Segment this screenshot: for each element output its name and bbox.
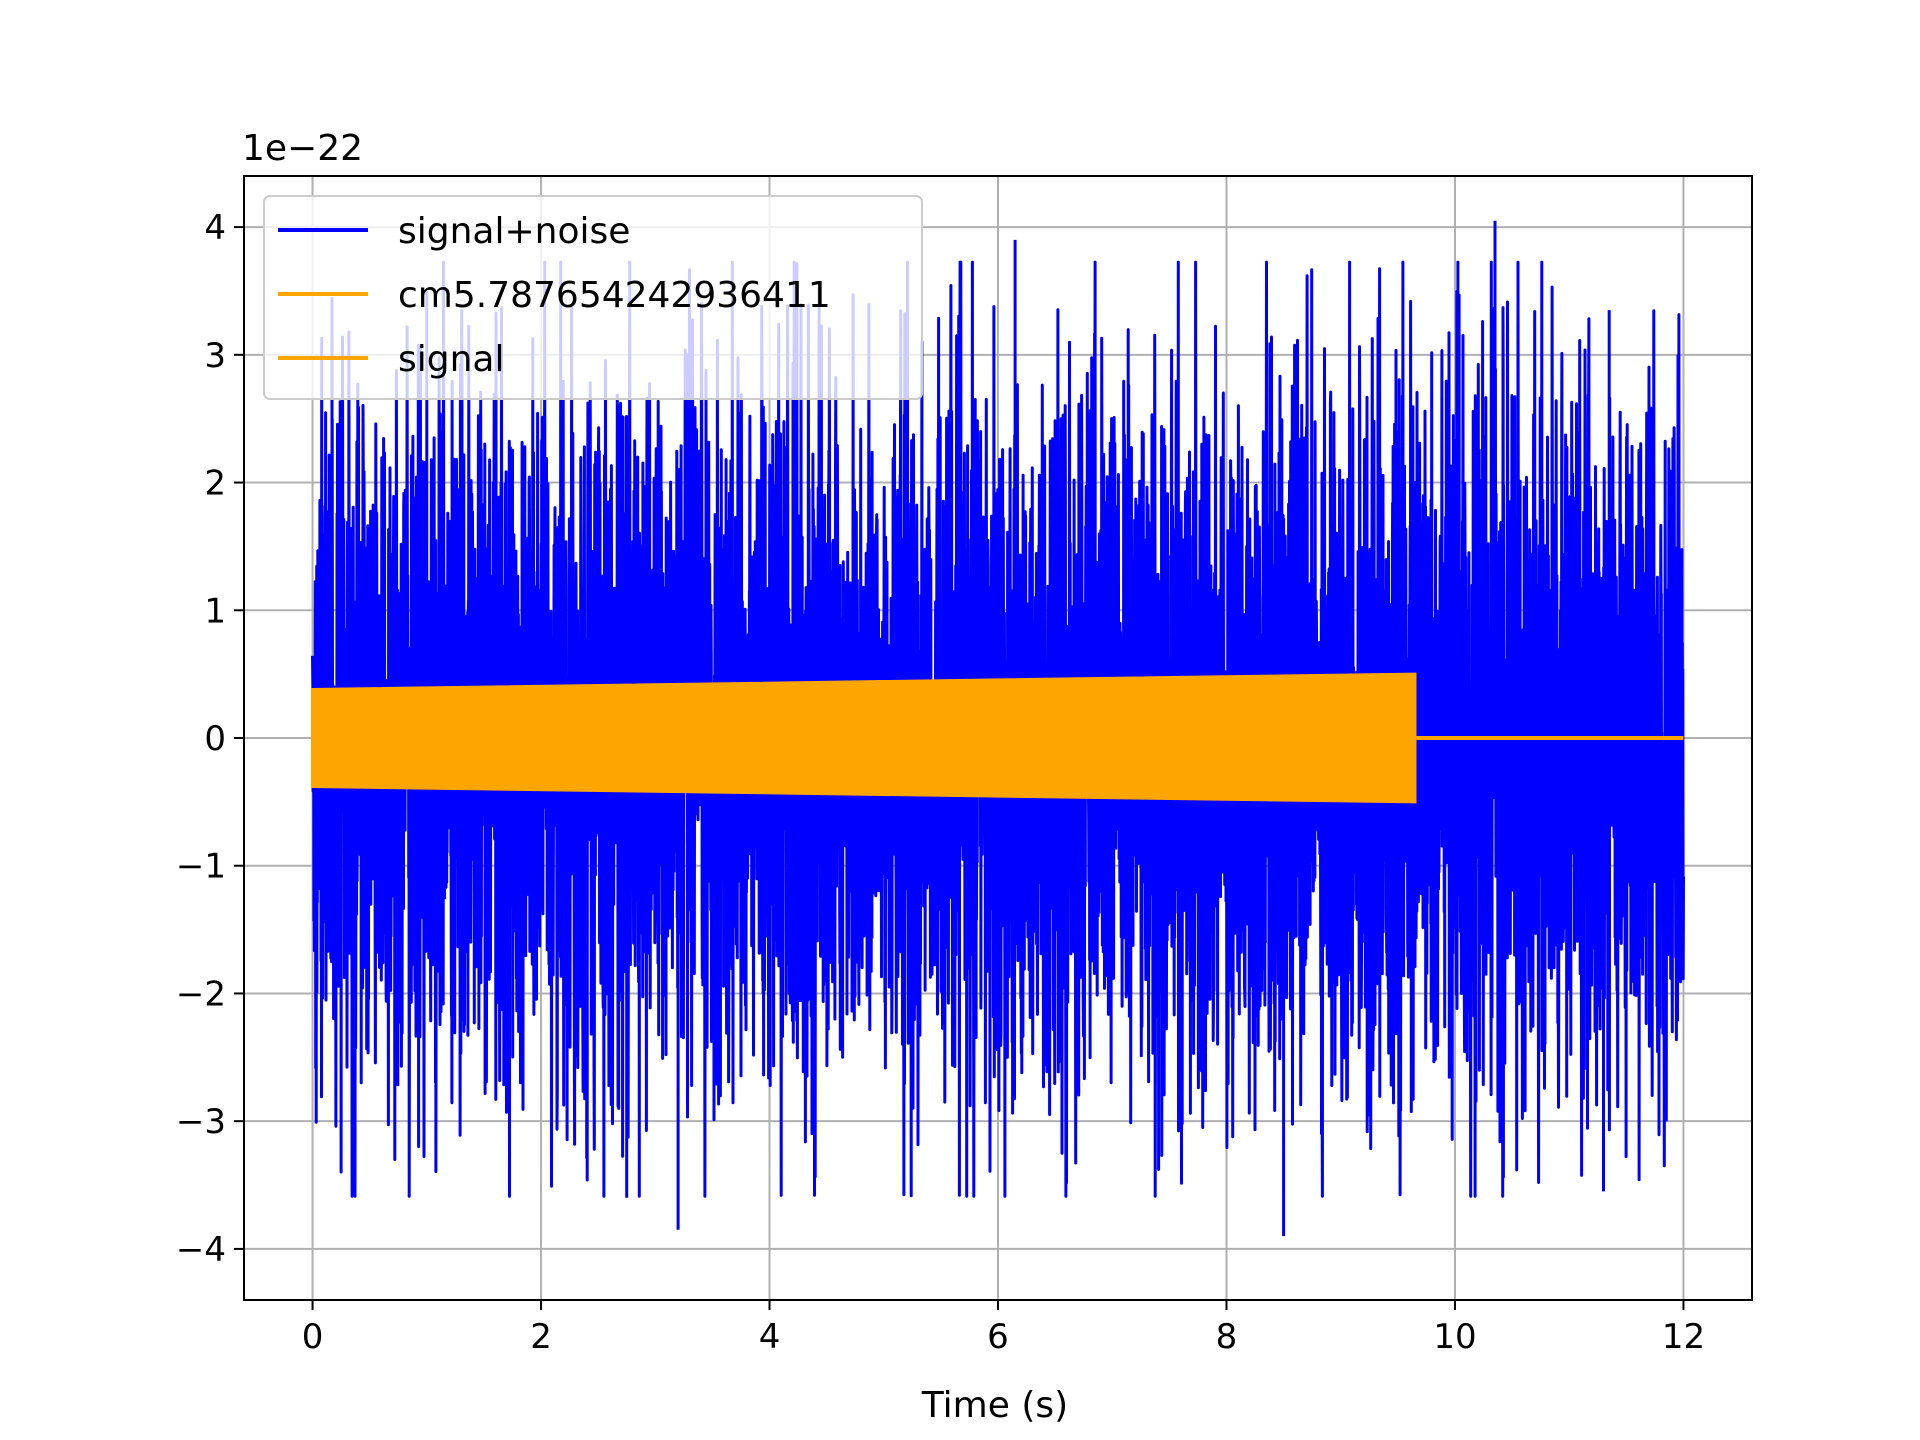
x-axis-label: Time (s) bbox=[921, 1385, 1068, 1426]
y-offset-label: 1e−22 bbox=[242, 128, 363, 169]
x-tick-label: 2 bbox=[530, 1317, 552, 1357]
x-tick-label: 6 bbox=[987, 1317, 1009, 1357]
legend-label-signal: signal bbox=[398, 339, 505, 380]
y-tick-label: 1 bbox=[204, 591, 226, 631]
x-tick-label: 12 bbox=[1662, 1317, 1705, 1357]
y-tick-label: 2 bbox=[204, 464, 226, 504]
x-tick-label: 4 bbox=[759, 1317, 781, 1357]
legend-label-cm: cm5.787654242936411 bbox=[398, 275, 831, 316]
y-tick-label: 4 bbox=[204, 208, 226, 248]
y-tick-label: 0 bbox=[204, 719, 226, 759]
y-tick-label: −3 bbox=[176, 1102, 226, 1142]
y-tick-label: −4 bbox=[176, 1230, 226, 1270]
x-tick-label: 0 bbox=[302, 1317, 324, 1357]
x-tick-label: 10 bbox=[1433, 1317, 1476, 1357]
legend-label-signal-noise: signal+noise bbox=[398, 211, 630, 252]
legend: signal+noise cm5.787654242936411 signal bbox=[263, 195, 923, 400]
y-tick-label: −1 bbox=[176, 847, 226, 887]
legend-box bbox=[263, 195, 923, 400]
y-tick-label: 3 bbox=[204, 336, 226, 376]
x-tick-label: 8 bbox=[1216, 1317, 1238, 1357]
y-tick-label: −2 bbox=[176, 974, 226, 1014]
plot-data bbox=[311, 220, 1685, 1237]
series-cm bbox=[311, 672, 1417, 804]
series-signal-noise bbox=[311, 220, 1685, 1237]
